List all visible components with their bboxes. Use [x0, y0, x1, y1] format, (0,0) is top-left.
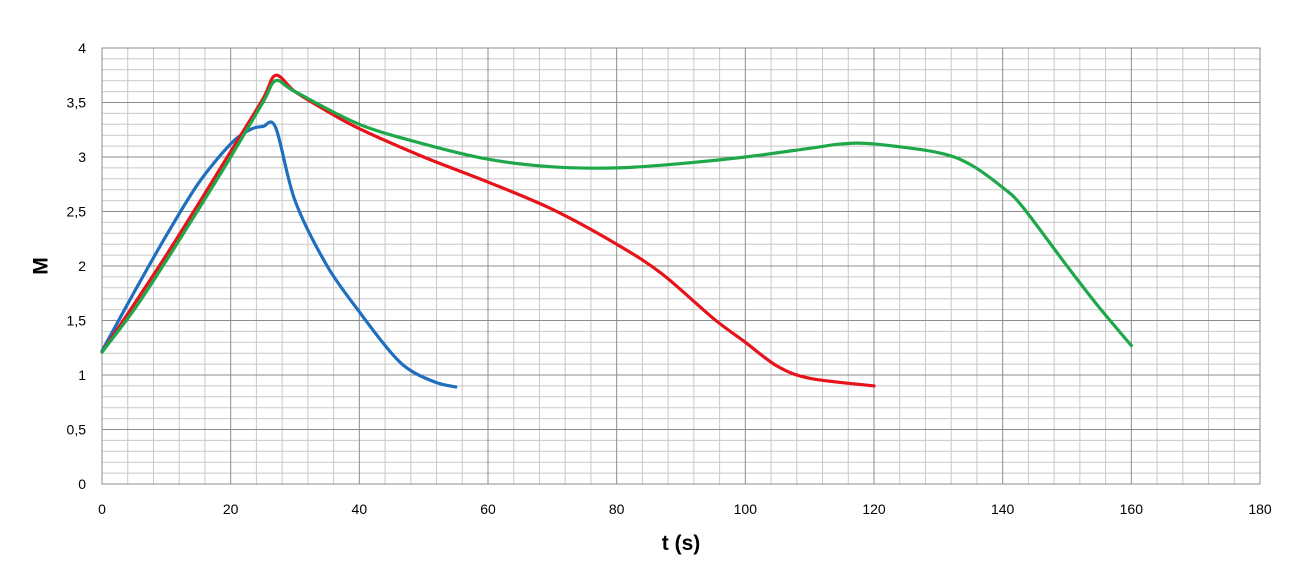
x-axis-title: t (s)	[662, 532, 701, 555]
plot-area-frame	[101, 47, 1261, 485]
y-tick-label: 0	[78, 476, 86, 492]
y-tick-label: 3	[78, 149, 86, 165]
series-line-3	[100, 78, 1133, 354]
x-tick-label: 120	[862, 501, 886, 517]
y-axis-ticks: 0 0,5 1 1,5 2 2,5 3 3,5 4	[67, 40, 87, 492]
x-tick-label: 0	[98, 501, 106, 517]
x-tick-label: 60	[480, 501, 496, 517]
x-tick-label: 100	[734, 501, 758, 517]
series-line-1	[100, 120, 458, 389]
y-tick-label: 4	[78, 40, 86, 56]
x-tick-label: 180	[1248, 501, 1272, 517]
y-tick-label: 1	[78, 367, 86, 383]
y-tick-label: 3,5	[67, 95, 87, 111]
x-tick-label: 40	[352, 501, 368, 517]
y-tick-label: 2	[78, 258, 86, 274]
series-line-2	[100, 73, 876, 388]
y-tick-label: 0,5	[67, 422, 87, 438]
x-tick-label: 20	[223, 501, 239, 517]
series-layer	[100, 73, 1133, 389]
y-tick-label: 1,5	[67, 313, 87, 329]
x-tick-label: 160	[1120, 501, 1144, 517]
y-axis-title: M	[30, 257, 53, 275]
y-tick-label: 2,5	[67, 204, 87, 220]
x-tick-label: 140	[991, 501, 1015, 517]
x-axis-ticks: 0 20 40 60 80 100 120 140 160 180	[98, 501, 1272, 517]
x-tick-label: 80	[609, 501, 625, 517]
